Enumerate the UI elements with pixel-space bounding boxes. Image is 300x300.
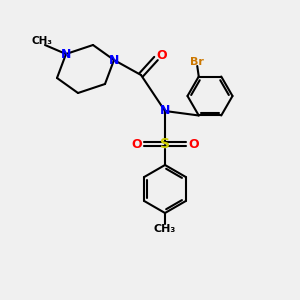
Text: N: N (109, 53, 119, 67)
Text: Br: Br (190, 56, 204, 67)
Text: N: N (160, 104, 170, 118)
Text: CH₃: CH₃ (32, 35, 52, 46)
Text: O: O (188, 137, 199, 151)
Text: O: O (157, 49, 167, 62)
Text: O: O (131, 137, 142, 151)
Text: CH₃: CH₃ (154, 224, 176, 235)
Text: S: S (160, 137, 170, 151)
Text: N: N (61, 47, 71, 61)
